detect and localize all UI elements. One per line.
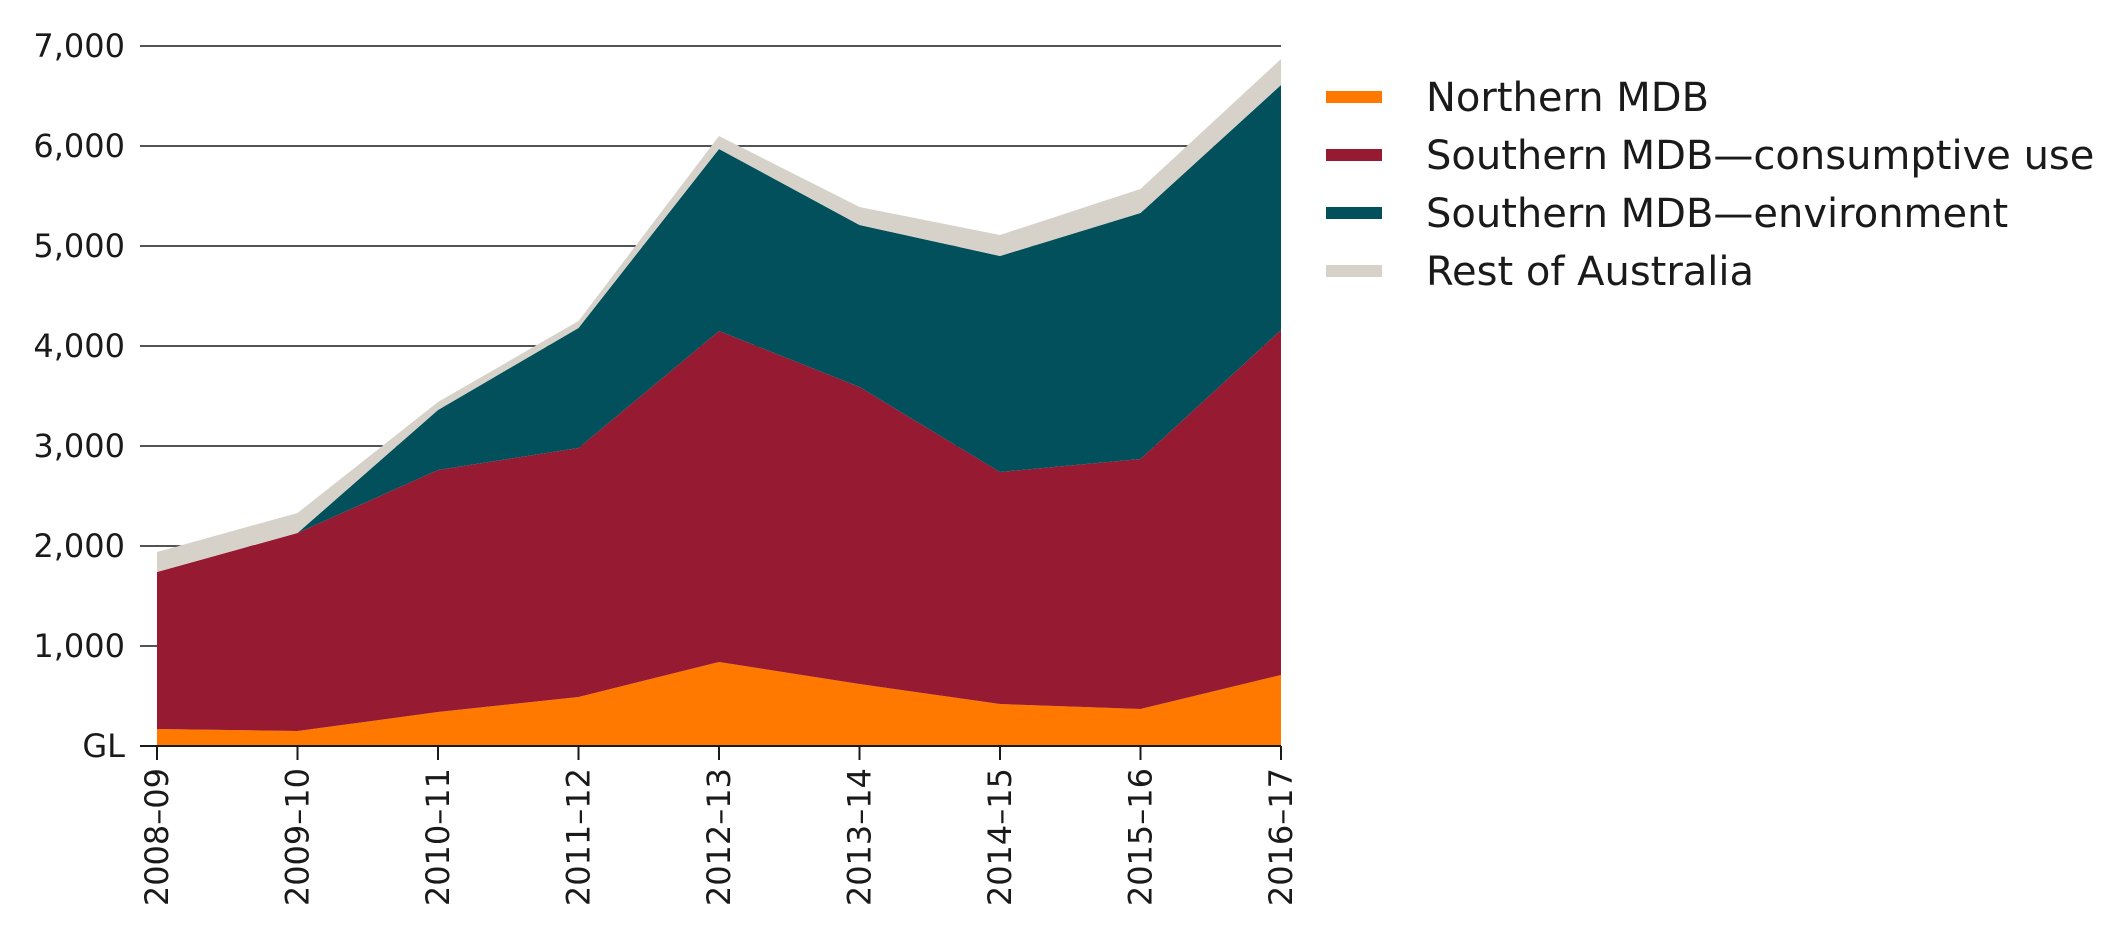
legend-label-rest-of-australia: Rest of Australia <box>1426 249 1754 295</box>
x-tick-label: 2008–09 <box>138 768 176 906</box>
x-tick-label: 2014–15 <box>981 768 1019 906</box>
y-tick-label: 6,000 <box>33 127 125 165</box>
legend-label-southern-mdb-consumptive-use: Southern MDB—consumptive use <box>1426 133 2094 179</box>
x-tick-label: 2010–11 <box>419 768 457 906</box>
x-tick-label: 2015–16 <box>1122 768 1160 906</box>
y-tick-label: 7,000 <box>33 27 125 65</box>
legend-swatch-southern-mdb-consumptive-use <box>1326 149 1382 161</box>
y-tick-label: 1,000 <box>33 627 125 665</box>
area-northern-mdb <box>157 662 1281 746</box>
y-tick-label: 2,000 <box>33 527 125 565</box>
legend-label-southern-mdb-environment: Southern MDB—environment <box>1426 191 2008 237</box>
legend-swatch-southern-mdb-environment <box>1326 207 1382 219</box>
x-tick-label: 2011–12 <box>560 768 598 906</box>
area-series <box>157 59 1281 746</box>
x-tick-label: 2016–17 <box>1262 768 1300 906</box>
legend-swatch-northern-mdb <box>1326 91 1382 103</box>
legend-swatch-rest-of-australia <box>1326 265 1382 277</box>
area-southern-mdb-consumptive-use <box>157 330 1281 731</box>
legend-label-northern-mdb: Northern MDB <box>1426 75 1709 121</box>
axes: GL 1,000 2,000 3,000 4,000 5,000 6,000 7,000 200… <box>33 27 1300 906</box>
y-tick-label: 5,000 <box>33 227 125 265</box>
y-tick-label: 3,000 <box>33 427 125 465</box>
area-southern-mdb-environment <box>157 85 1281 572</box>
x-tick-label: 2009–10 <box>279 768 317 906</box>
y-tick-label: GL <box>82 727 125 765</box>
y-tick-label: 4,000 <box>33 327 125 365</box>
x-tick-label: 2013–14 <box>841 768 879 906</box>
legend: Northern MDB Southern MDB—consumptive use… <box>1326 75 2094 295</box>
x-tick-label: 2012–13 <box>700 768 738 906</box>
